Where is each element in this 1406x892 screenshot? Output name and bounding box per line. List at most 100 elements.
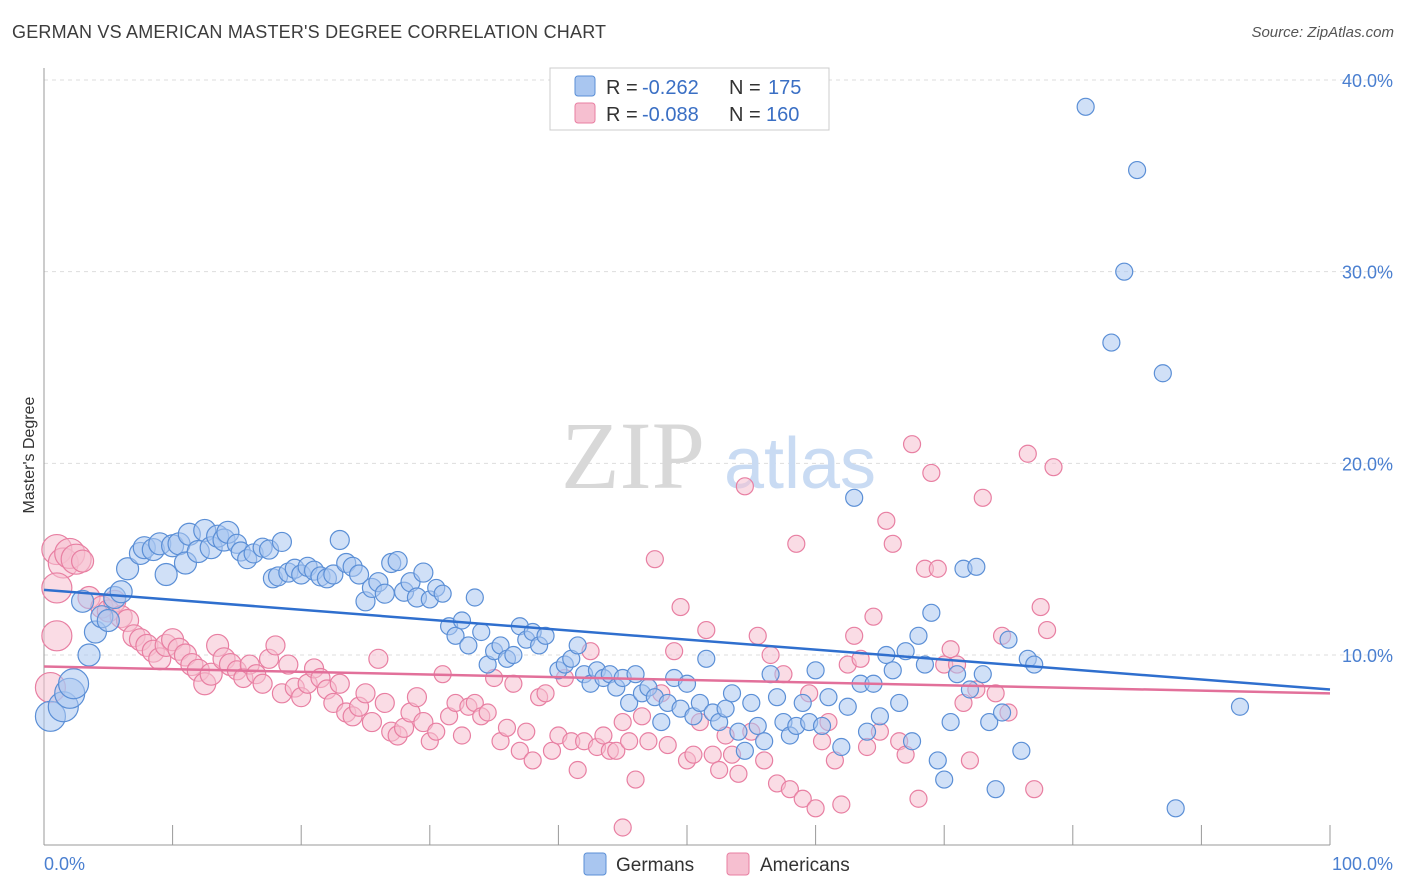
americans-point-151	[1025, 780, 1044, 799]
bottom-legend-americans: Americans	[760, 855, 850, 876]
americans-point-53	[374, 692, 395, 714]
legend-r-label-germans: R =	[606, 77, 638, 99]
chart-title: GERMAN VS AMERICAN MASTER'S DEGREE CORRE…	[12, 22, 607, 42]
americans-point-36	[265, 635, 286, 656]
germans-point-144	[986, 780, 1005, 799]
germans-point-149	[1025, 655, 1044, 674]
germans-point-51	[374, 583, 395, 604]
americans-point-69	[478, 703, 497, 722]
americans-point-124	[832, 795, 851, 814]
germans-point-47	[348, 564, 370, 585]
americans-point-101	[684, 745, 703, 764]
germans-point-100	[697, 649, 716, 668]
germans-point-53	[387, 550, 408, 572]
germans-point-88	[620, 693, 639, 713]
source-credit: Source: ZipAtlas.com	[1251, 24, 1394, 41]
americans-point-38	[278, 654, 299, 675]
germans-point-111	[767, 688, 787, 707]
americans-point-4	[70, 549, 95, 573]
germans-point-80	[568, 636, 587, 655]
legend-r-value-germans: -0.262	[642, 77, 699, 99]
legend-r-label-americans: R =	[606, 104, 638, 126]
germans-point-64	[459, 636, 478, 655]
germans-point-146	[999, 630, 1018, 649]
bottom-legend-germans: Germans	[616, 855, 694, 876]
americans-point-95	[645, 550, 664, 569]
americans-point-75	[517, 722, 536, 741]
germans-point-141	[967, 557, 986, 576]
legend-n-label-americans: N =	[729, 104, 761, 126]
germans-point-106	[735, 741, 754, 760]
germans-point-131	[902, 732, 922, 751]
americans-point-79	[542, 741, 562, 760]
y-tick-labels: 10.0% 20.0% 30.0% 40.0%	[1342, 71, 1393, 666]
americans-point-141	[941, 640, 960, 659]
americans-point-98	[665, 642, 684, 661]
germans-point-110	[761, 665, 780, 684]
germans-point-152	[1115, 262, 1134, 281]
germans-point-133	[915, 655, 935, 674]
americans-point-108	[729, 764, 748, 783]
americans-point-112	[755, 751, 774, 770]
americans-point-94	[639, 732, 658, 751]
americans-point-128	[857, 737, 877, 757]
legend-n-value-americans: 160	[766, 104, 799, 126]
legend-swatch-americans	[574, 102, 596, 124]
y-tick-label-20: 20.0%	[1342, 454, 1393, 474]
americans-point-103	[697, 620, 716, 640]
germans-point-118	[812, 716, 832, 736]
y-axis-label: Master's Degree	[21, 396, 38, 513]
americans-point-155	[613, 818, 632, 837]
americans-point-46	[329, 673, 350, 694]
germans-trend-line	[43, 588, 1331, 691]
americans-point-120	[806, 799, 825, 818]
germans-point-117	[806, 661, 825, 680]
americans-point-97	[658, 735, 677, 755]
bottom-legend-swatch-americans	[726, 852, 750, 876]
americans-point-138	[922, 463, 941, 483]
y-tick-label-40: 40.0%	[1342, 71, 1393, 91]
germans-point-105	[729, 722, 748, 741]
americans-point-50	[355, 683, 376, 704]
trend-lines	[43, 588, 1331, 695]
americans-point-83	[568, 760, 587, 780]
legend-r-value-americans: -0.088	[642, 104, 699, 126]
legend-swatch-germans	[574, 75, 596, 97]
americans-point-89	[607, 741, 626, 760]
germans-point-33	[271, 531, 293, 553]
americans-point-144	[960, 751, 980, 770]
germans-point-71	[504, 645, 523, 665]
germans-point-99	[690, 693, 709, 713]
americans-point-58	[406, 687, 428, 708]
americans-point-51	[361, 711, 383, 733]
germans-point-76	[536, 626, 555, 645]
germans-point-137	[941, 712, 960, 732]
germans-point-104	[722, 684, 742, 703]
germans-point-103	[716, 699, 735, 718]
americans-point-109	[735, 477, 754, 496]
americans-point-154	[1044, 458, 1063, 477]
germans-point-107	[742, 693, 761, 713]
americans-point-6	[41, 620, 73, 652]
americans-point-111	[748, 626, 767, 645]
americans-point-146	[973, 488, 992, 507]
germans-point-3	[57, 668, 90, 700]
germans-point-62	[446, 626, 465, 645]
germans-point-143	[980, 712, 999, 732]
americans-point-121	[812, 732, 832, 751]
americans-point-126	[845, 626, 864, 645]
americans-point-90	[613, 712, 632, 732]
americans-point-116	[780, 780, 799, 799]
americans-point-117	[787, 534, 806, 553]
germans-point-16	[154, 562, 178, 587]
germans-point-57	[413, 562, 434, 583]
watermark-zip: ZIP	[561, 402, 705, 509]
legend-n-label-germans: N =	[729, 77, 761, 99]
americans-point-147	[986, 684, 1005, 703]
americans-point-61	[427, 722, 446, 741]
germans-point-60	[433, 584, 452, 603]
americans-point-150	[1018, 444, 1037, 463]
germans-point-134	[922, 603, 941, 622]
germans-point-44	[329, 529, 350, 551]
watermark: ZIP atlas	[561, 402, 876, 509]
